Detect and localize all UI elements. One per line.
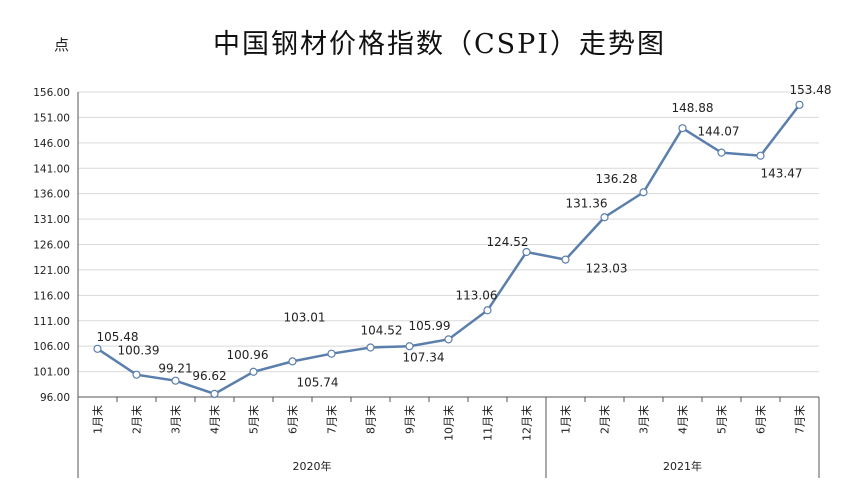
data-point bbox=[561, 255, 570, 264]
x-tick-label: 8月末 bbox=[364, 405, 378, 434]
x-tick-label: 11月末 bbox=[481, 405, 495, 441]
y-tick-label: 111.00 bbox=[33, 316, 70, 328]
data-label: 144.07 bbox=[698, 125, 740, 139]
data-label: 131.36 bbox=[566, 196, 608, 210]
data-label: 99.21 bbox=[158, 362, 192, 376]
y-tick-label: 141.00 bbox=[33, 163, 70, 175]
data-label: 96.62 bbox=[192, 369, 226, 383]
data-label: 124.52 bbox=[487, 235, 529, 249]
data-label: 104.52 bbox=[361, 323, 403, 337]
x-tick-label: 5月末 bbox=[247, 405, 261, 434]
data-point bbox=[132, 370, 141, 379]
x-tick-label: 4月末 bbox=[676, 405, 690, 434]
data-label: 113.06 bbox=[456, 288, 498, 302]
data-label: 123.03 bbox=[586, 262, 628, 276]
data-point bbox=[717, 148, 726, 157]
data-label: 105.74 bbox=[297, 376, 339, 390]
group-label: 2020年 bbox=[293, 459, 332, 473]
y-tick-label: 116.00 bbox=[33, 290, 70, 302]
data-label: 105.48 bbox=[97, 330, 139, 344]
y-tick-label: 96.00 bbox=[40, 392, 70, 404]
y-axis-unit: 点 bbox=[54, 36, 70, 54]
data-label: 107.34 bbox=[403, 350, 445, 364]
x-tick-label: 9月末 bbox=[403, 405, 417, 434]
data-point bbox=[522, 247, 531, 257]
data-label: 143.47 bbox=[761, 167, 803, 181]
data-point bbox=[756, 151, 765, 160]
y-tick-label: 106.00 bbox=[33, 341, 70, 353]
data-point bbox=[288, 357, 297, 366]
y-tick-label: 121.00 bbox=[33, 265, 70, 277]
group-label: 2021年 bbox=[663, 459, 702, 473]
data-point bbox=[483, 306, 492, 315]
data-point bbox=[93, 344, 102, 353]
data-label: 153.48 bbox=[790, 83, 832, 97]
y-tick-label: 146.00 bbox=[33, 138, 70, 150]
x-tick-label: 6月末 bbox=[754, 405, 768, 434]
x-tick-label: 10月末 bbox=[442, 405, 456, 441]
x-tick-label: 3月末 bbox=[169, 405, 183, 434]
data-point bbox=[249, 367, 258, 376]
chart-title: 中国钢材价格指数（CSPI）走势图 bbox=[213, 29, 666, 60]
data-point bbox=[639, 188, 648, 197]
data-point bbox=[327, 349, 336, 358]
y-tick-label: 136.00 bbox=[33, 189, 70, 201]
y-tick-label: 156.00 bbox=[33, 87, 70, 99]
data-label: 103.01 bbox=[284, 310, 326, 324]
data-label: 136.28 bbox=[596, 172, 638, 186]
x-tick-label: 2月末 bbox=[598, 405, 612, 434]
data-point bbox=[405, 342, 414, 351]
data-point bbox=[210, 389, 219, 398]
y-tick-label: 151.00 bbox=[33, 112, 70, 124]
data-point bbox=[795, 100, 804, 109]
x-tick-label: 5月末 bbox=[715, 405, 729, 434]
x-tick-label: 3月末 bbox=[637, 405, 651, 434]
y-tick-label: 131.00 bbox=[33, 214, 70, 226]
x-tick-label: 1月末 bbox=[91, 405, 105, 434]
data-label: 148.88 bbox=[672, 101, 714, 115]
x-tick-label: 7月末 bbox=[793, 405, 807, 434]
data-label: 100.39 bbox=[118, 344, 160, 358]
series-line bbox=[96, 104, 801, 396]
data-point bbox=[600, 213, 609, 222]
x-tick-label: 12月末 bbox=[520, 405, 534, 441]
y-tick-label: 126.00 bbox=[33, 240, 70, 252]
data-point bbox=[366, 343, 375, 352]
x-tick-label: 2月末 bbox=[130, 405, 144, 434]
x-tick-label: 7月末 bbox=[325, 405, 339, 434]
data-label: 105.99 bbox=[409, 319, 451, 333]
y-tick-label: 101.00 bbox=[33, 367, 70, 379]
x-tick-label: 1月末 bbox=[559, 405, 573, 434]
data-point bbox=[678, 124, 687, 133]
data-point bbox=[444, 335, 453, 344]
x-tick-label: 6月末 bbox=[286, 405, 300, 434]
data-point bbox=[171, 376, 180, 385]
x-tick-label: 4月末 bbox=[208, 405, 222, 434]
data-label: 100.96 bbox=[227, 348, 269, 362]
